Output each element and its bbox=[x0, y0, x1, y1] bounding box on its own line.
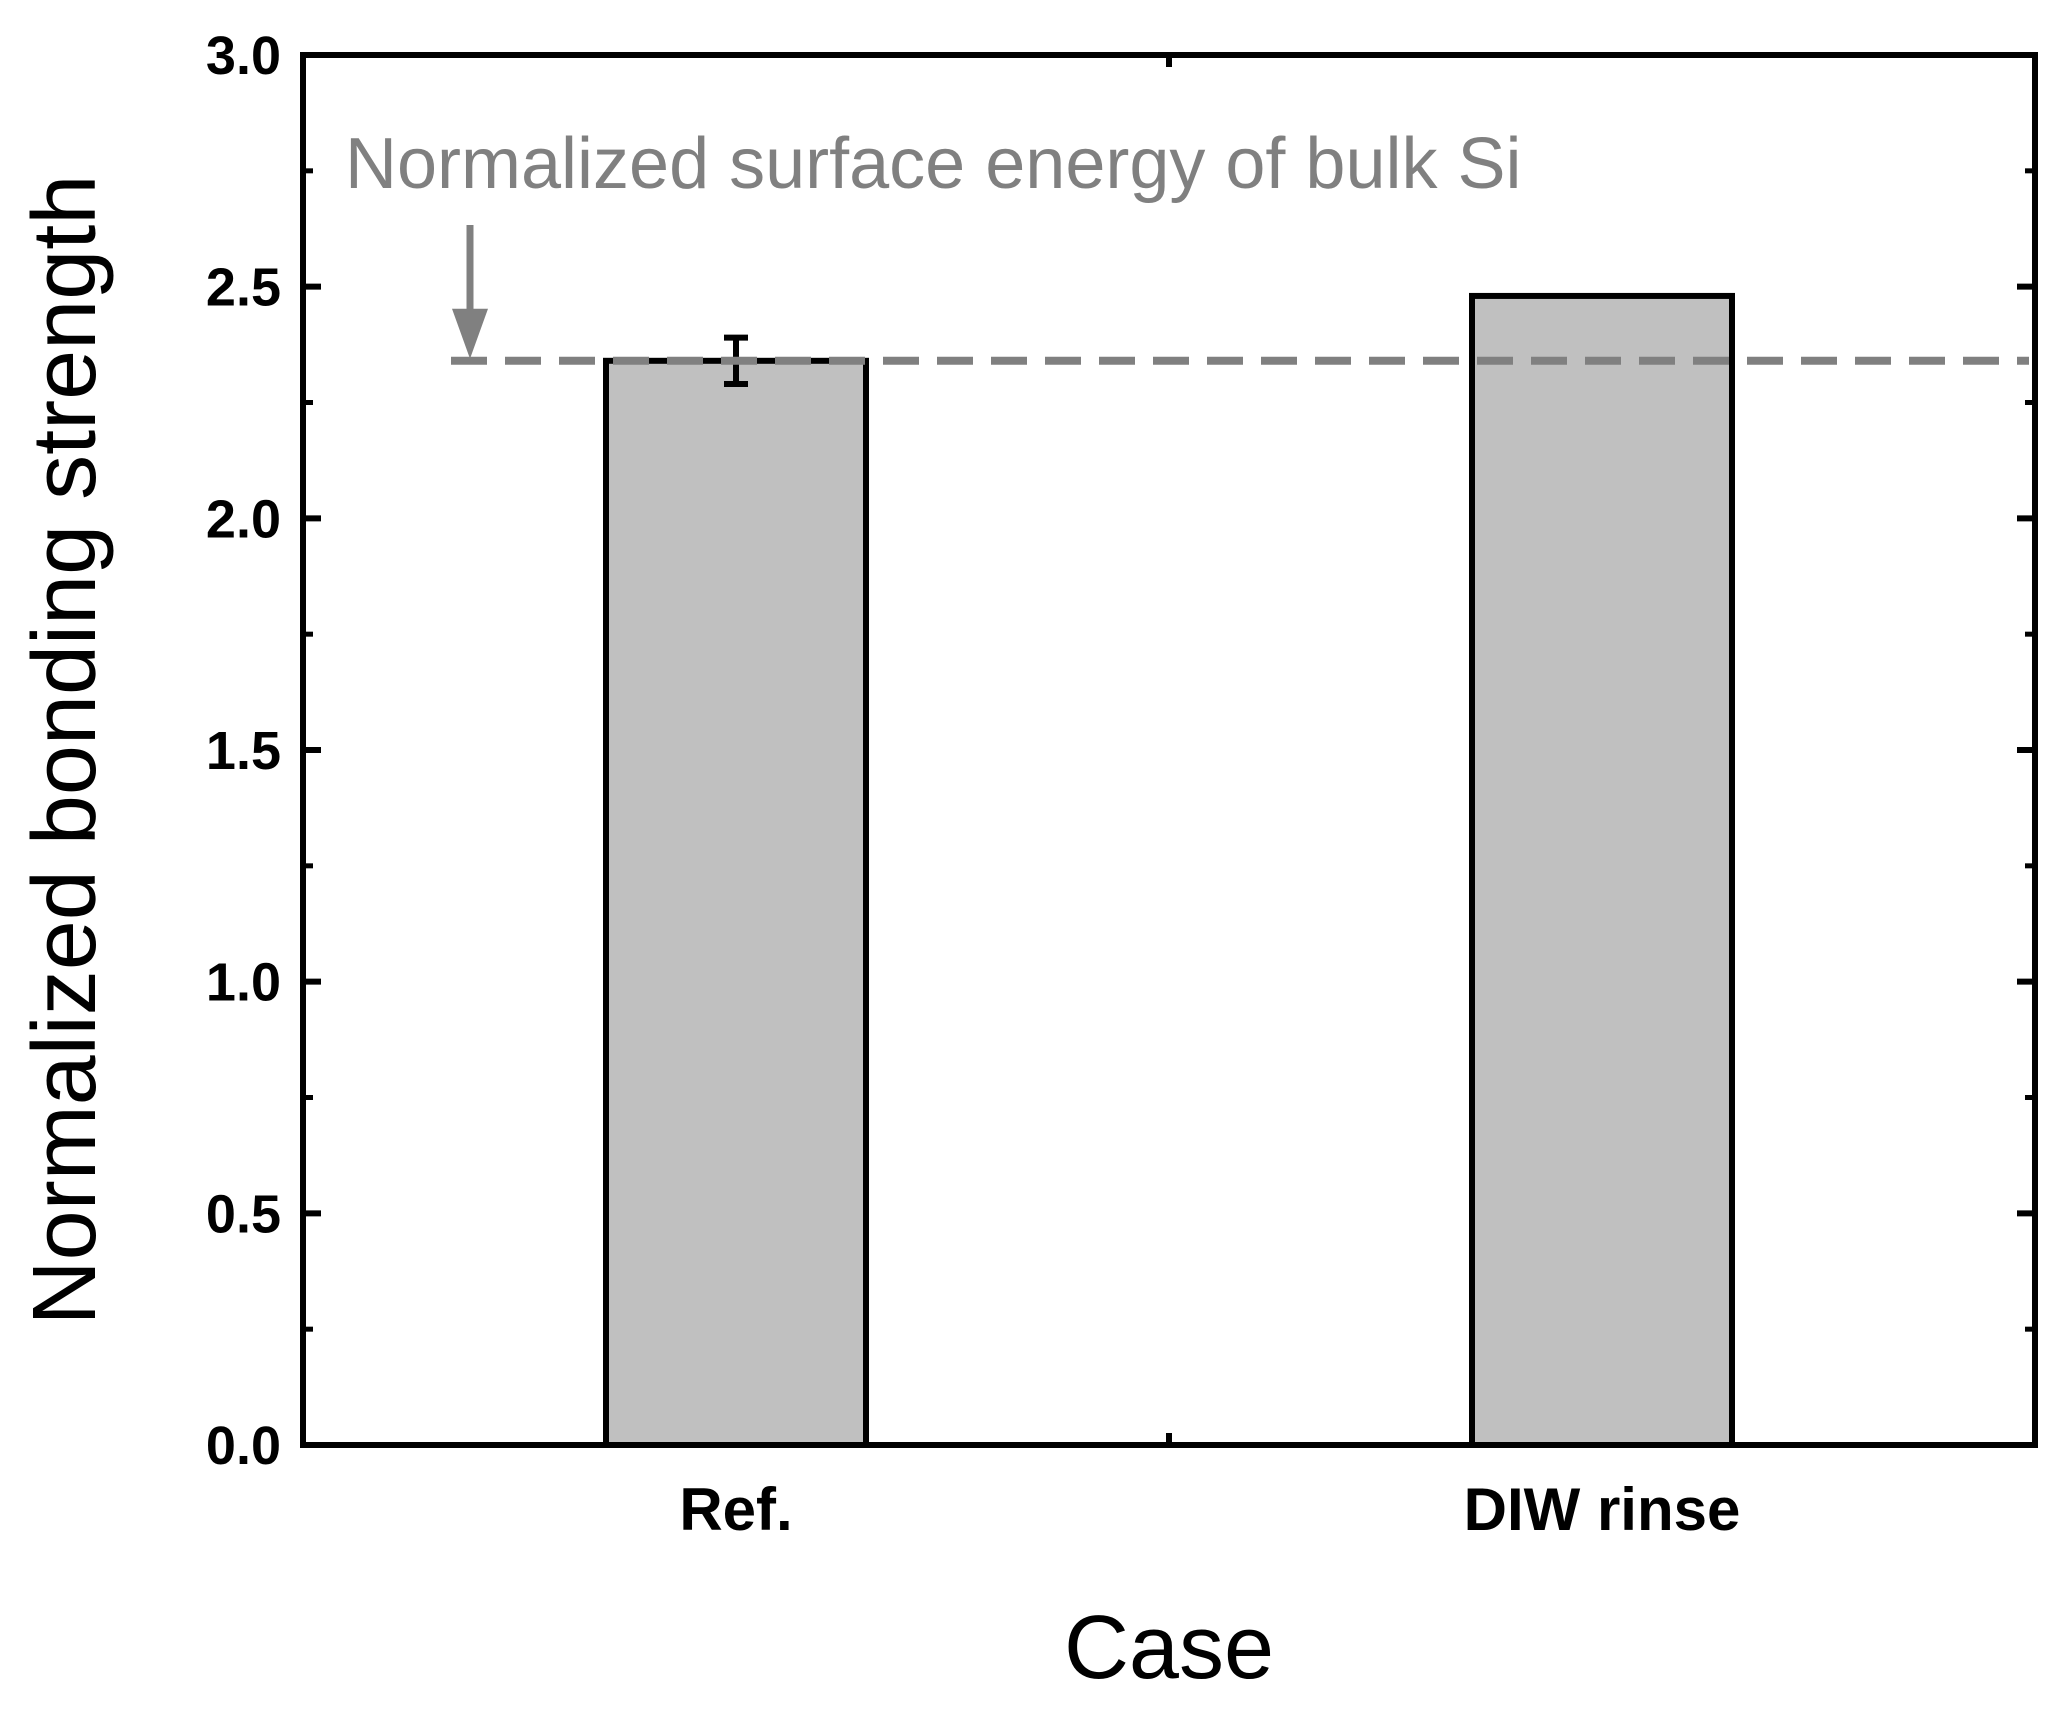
bar bbox=[603, 357, 869, 1448]
y-tick-labels: 0.0 0.5 1.0 1.5 2.0 2.5 3.0 bbox=[206, 26, 281, 1476]
y-tick-label: 0.0 bbox=[206, 1416, 281, 1476]
bars bbox=[603, 292, 1735, 1448]
y-tick-label: 1.0 bbox=[206, 953, 281, 1013]
y-tick-label: 3.0 bbox=[206, 26, 281, 86]
tick-marks bbox=[303, 52, 2035, 1448]
plot-frame bbox=[300, 52, 2038, 1448]
y-axis-title: Normalized bonding strength bbox=[15, 175, 115, 1326]
reference-line-label: Normalized surface energy of bulk Si bbox=[345, 124, 1522, 204]
arrow-head bbox=[452, 308, 488, 359]
x-category-labels: Ref. DIW rinse bbox=[679, 1476, 1740, 1543]
y-tick-label: 2.5 bbox=[206, 258, 281, 318]
bar bbox=[1469, 292, 1735, 1448]
y-tick-label: 2.0 bbox=[206, 489, 281, 549]
reference-line-group bbox=[451, 225, 2029, 365]
x-axis-title: Case bbox=[1064, 1598, 1274, 1698]
x-category-label: DIW rinse bbox=[1464, 1476, 1741, 1543]
y-tick-label: 0.5 bbox=[206, 1184, 281, 1244]
y-tick-label: 1.5 bbox=[206, 721, 281, 781]
x-category-label: Ref. bbox=[679, 1476, 792, 1543]
